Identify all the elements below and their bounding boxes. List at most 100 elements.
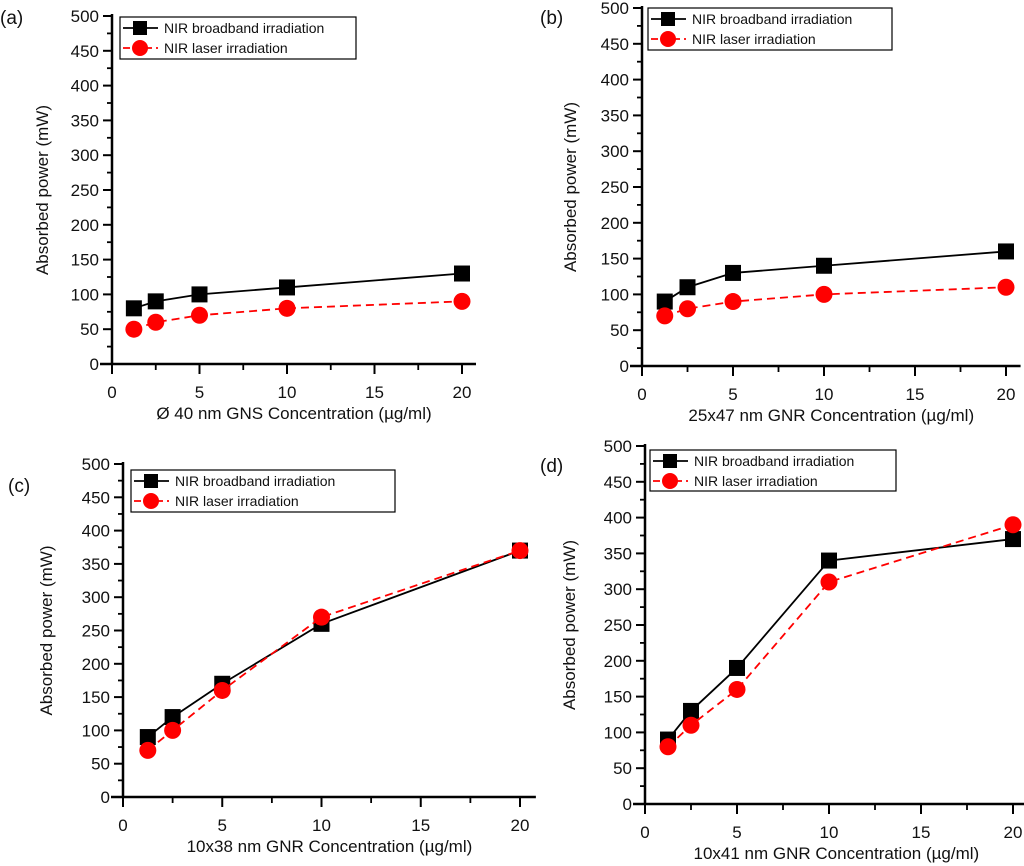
x-tick-label: 20 [1004,823,1023,842]
data-point-circle [147,313,165,331]
y-tick-label: 400 [71,77,99,96]
x-tick-label: 15 [365,383,384,402]
data-point-circle [724,293,742,311]
x-tick-label: 10 [820,823,839,842]
data-point-square [821,552,837,569]
y-tick-label: 450 [604,473,632,492]
y-tick-label: 150 [82,688,110,707]
y-tick-label: 0 [101,788,110,807]
panel-label: (d) [540,456,563,477]
data-point-circle [1004,516,1022,534]
x-tick-label: 20 [453,383,472,402]
panel-label: (c) [8,476,30,497]
y-tick-label: 350 [71,111,99,130]
legend-square-marker [661,12,675,26]
y-tick-label: 250 [601,178,629,197]
y-tick-label: 300 [71,146,99,165]
y-tick-label: 300 [601,142,629,161]
legend-circle-marker [662,473,678,489]
y-tick-label: 200 [71,216,99,235]
data-point-square [656,293,673,310]
x-tick-label: 5 [195,383,204,402]
x-tick-label: 20 [511,816,530,835]
x-axis-label: 10x38 nm GNR Concentration (µg/ml) [187,837,473,856]
data-point-square [729,659,745,676]
data-point-circle [313,608,330,626]
data-point-square [139,729,156,746]
x-tick-label: 5 [728,385,737,404]
x-tick-label: 15 [906,385,925,404]
legend-label: NIR broadband irradiation [692,11,852,27]
y-tick-label: 500 [604,437,632,456]
series-line-broadband [147,549,521,738]
data-point-circle [820,573,838,591]
y-tick-label: 100 [71,285,99,304]
series-line-broadband [667,538,1014,741]
y-tick-label: 50 [613,759,632,778]
y-tick-label: 400 [601,71,629,90]
y-tick-label: 300 [604,580,632,599]
y-tick-label: 150 [601,250,629,269]
y-tick-label: 150 [604,688,632,707]
x-tick-label: 0 [637,385,646,404]
y-tick-label: 450 [82,488,110,507]
panel-label: (a) [0,8,23,29]
x-tick-label: 10 [312,816,331,835]
x-tick-label: 15 [912,823,931,842]
data-point-square [164,709,181,726]
x-axis-label: 25x47 nm GNR Concentration (µg/ml) [688,406,974,425]
y-tick-label: 400 [82,522,110,541]
x-axis-label: 10x41 nm GNR Concentration (µg/ml) [694,844,980,863]
x-tick-label: 5 [732,823,741,842]
y-tick-label: 200 [604,652,632,671]
x-tick-label: 0 [107,383,116,402]
legend-box [130,469,396,513]
y-tick-label: 200 [82,655,110,674]
y-axis-label: Absorbed power (mW) [33,105,52,275]
data-point-circle [511,542,529,560]
y-tick-label: 350 [604,544,632,563]
data-point-circle [659,738,677,756]
legend-circle-marker [660,31,676,47]
data-point-circle [728,680,746,698]
x-tick-label: 0 [640,823,649,842]
x-tick-label: 5 [218,816,227,835]
legend-square-marker [144,474,158,488]
legend-label: NIR broadband irradiation [694,453,854,469]
legend-box [647,7,893,51]
y-tick-label: 50 [80,320,99,339]
y-axis-label: Absorbed power (mW) [37,545,56,715]
y-tick-label: 500 [601,0,629,18]
legend-circle-marker [143,493,159,509]
legend: NIR broadband irradiation NIR laser irrad… [649,449,897,492]
legend-label: NIR laser irradiation [692,31,816,47]
data-point-circle [191,306,208,324]
legend-label: NIR laser irradiation [694,473,818,489]
data-point-square [725,264,741,281]
x-tick-label: 15 [411,816,430,835]
data-point-square [454,265,470,282]
legend-label: NIR broadband irradiation [175,473,335,489]
y-tick-label: 300 [82,588,110,607]
legend: NIR broadband irradiation NIR laser irrad… [130,469,396,513]
y-tick-label: 50 [91,755,110,774]
y-tick-label: 150 [71,251,99,270]
series-line-laser [664,286,1007,317]
data-point-circle [679,300,696,318]
panel-label: (b) [540,8,563,29]
data-point-circle [453,292,471,310]
y-tick-label: 250 [71,181,99,200]
y-tick-label: 100 [601,285,629,304]
data-point-circle [278,299,296,317]
y-tick-label: 0 [90,355,99,374]
data-point-circle [164,721,182,739]
y-tick-label: 0 [623,795,632,814]
y-tick-label: 500 [71,7,99,26]
series-line-laser [133,300,463,331]
data-point-square [679,279,696,296]
panel-d: (d) 0 50 100 150 200 250 300 350 400 450 500 0 5 10 15 2… [540,437,1024,863]
y-tick-label: 450 [601,35,629,54]
x-axis-label: Ø 40 nm GNS Concentration (µg/ml) [156,404,431,423]
legend-box [119,16,357,60]
